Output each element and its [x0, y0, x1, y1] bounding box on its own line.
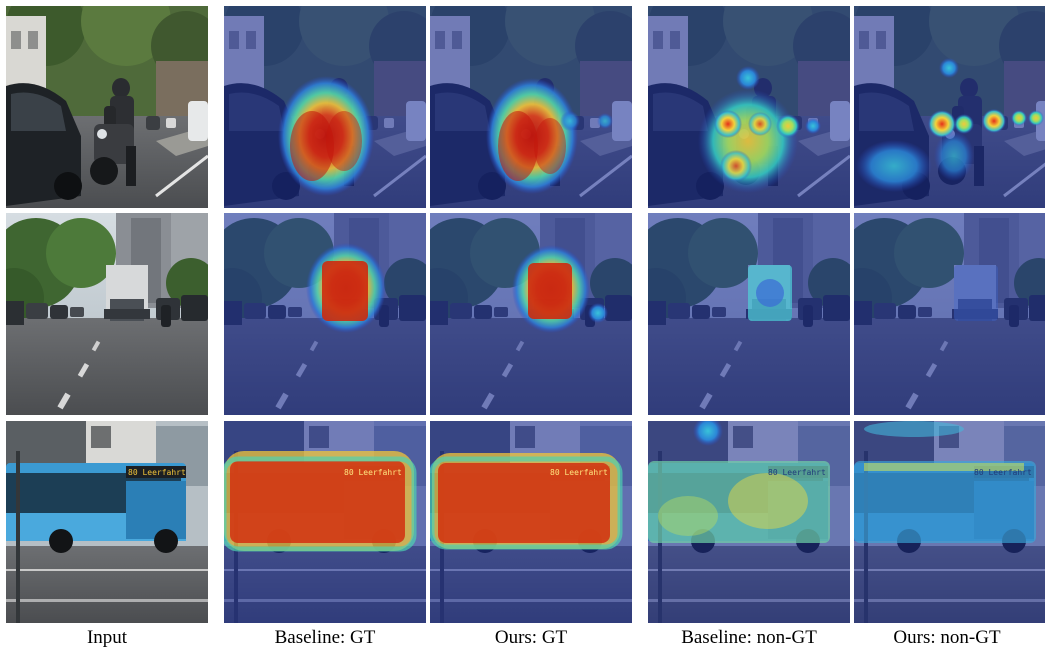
ours-non-gt-heatmap-motorcycle [854, 6, 1045, 208]
caption-baseline-non-gt: Baseline: non-GT [681, 627, 817, 648]
ours-non-gt-heatmap-truck [854, 213, 1045, 415]
input-image-motorcycle [6, 6, 208, 208]
bus-destination-sign: 80 Leerfahrt [344, 468, 402, 477]
ours-gt-heatmap-motorcycle [430, 6, 632, 208]
caption-ours-non-gt: Ours: non-GT [893, 627, 1001, 648]
baseline-gt-heatmap-motorcycle [224, 6, 426, 208]
baseline-non-gt-heatmap-bus: 80 Leerfahrt [648, 421, 850, 623]
caption-baseline-gt: Baseline: GT [274, 627, 376, 648]
bus-destination-sign: 80 Leerfahrt [974, 468, 1032, 477]
baseline-gt-heatmap-truck [224, 213, 426, 415]
input-image-bus: 80 Leerfahrt [6, 421, 208, 623]
input-image-truck [6, 213, 208, 415]
ours-gt-heatmap-bus: 80 Leerfahrt [430, 421, 632, 623]
ours-non-gt-heatmap-bus: 80 Leerfahrt [854, 421, 1045, 623]
caption-input: Input [86, 627, 128, 648]
ours-gt-heatmap-truck [430, 213, 632, 415]
caption-ours-gt: Ours: GT [494, 627, 568, 648]
bus-destination-sign: 80 Leerfahrt [550, 468, 608, 477]
baseline-gt-heatmap-bus: 80 Leerfahrt [224, 421, 426, 623]
bus-destination-sign: 80 Leerfahrt [128, 468, 186, 477]
baseline-non-gt-heatmap-motorcycle [648, 6, 850, 208]
baseline-non-gt-heatmap-truck [648, 213, 850, 415]
bus-destination-sign: 80 Leerfahrt [768, 468, 826, 477]
